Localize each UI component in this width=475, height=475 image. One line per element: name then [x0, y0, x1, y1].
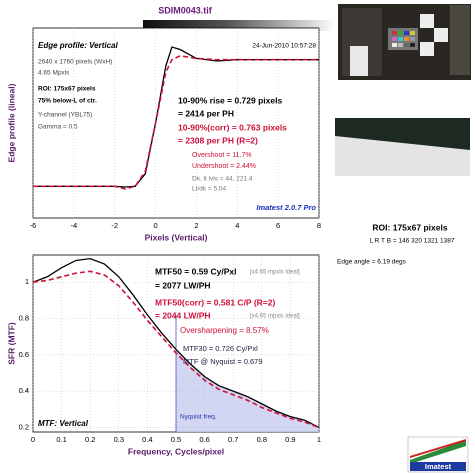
annotation: [x4.65 mpxls ideal]: [250, 270, 300, 276]
annotation: 10-90% rise = 0.729 pixels: [178, 95, 282, 105]
y-tick-label: 0.8: [19, 314, 29, 323]
y-axis-label: Edge profile (lineal): [6, 83, 16, 162]
y-tick-label: 0.6: [19, 350, 29, 359]
annotation: MTF50(corr) = 0.581 C/P (R=2): [155, 297, 275, 307]
y-tick-label: 0.2: [19, 422, 29, 431]
annotation: Gamma = 0.5: [38, 124, 78, 131]
logo-text: Imatest: [425, 462, 452, 471]
chart-title: Edge profile: Vertical: [38, 41, 119, 50]
gray-strip: [143, 20, 333, 31]
roi-label: ROI: 175x67 pixels: [372, 222, 447, 232]
x-tick-label: 0.7: [228, 435, 238, 444]
x-tick-label: 0.3: [114, 435, 124, 444]
x-tick-label: -6: [30, 221, 37, 230]
y-tick-label: 0.4: [19, 386, 29, 395]
annotation: [x4.65 mpxls ideal]: [250, 314, 300, 320]
annotation: MTF @ Nyquist = 0.679: [183, 357, 263, 366]
x-tick-label: 1: [317, 435, 321, 444]
x-tick-label: 0.8: [257, 435, 267, 444]
annotation: Y-channel (YBL75): [38, 112, 92, 119]
x-axis-label: Pixels (Vertical): [145, 232, 208, 242]
x-tick-label: 0.4: [142, 435, 152, 444]
annotation: 10-90%(corr) = 0.763 pixels: [178, 122, 287, 132]
data-line: [32, 257, 320, 429]
x-tick-label: 0: [31, 435, 35, 444]
annotation: Lt/dk = 5.04: [192, 186, 227, 193]
x-tick-label: 0.2: [85, 435, 95, 444]
annotation: ROI: 175x67 pixels: [38, 86, 96, 93]
nyquist-shade: [176, 349, 319, 432]
imatest-logo: Imatest: [407, 436, 469, 473]
x-tick-label: 0.9: [285, 435, 295, 444]
annotation: 2640 x 1760 pixels (WxH): [38, 59, 112, 66]
photo-thumbnail: [338, 4, 471, 80]
x-tick-label: 0.5: [171, 435, 181, 444]
annotation: = 2308 per PH (R=2): [178, 135, 258, 145]
file-title: SDIM0043.tif: [158, 5, 213, 15]
data-line: [32, 270, 320, 429]
chart: 0 0.1 0.2 0.3 0.4 0.5 0.6 0.7 0.8 0.9 1 0.2 0.4 0.6 0.…: [6, 254, 321, 456]
x-tick-label: 8: [317, 221, 321, 230]
annotation: Imatest 2.0.7 Pro: [256, 203, 316, 212]
x-tick-label: 4: [235, 221, 239, 230]
x-tick-label: -4: [71, 221, 78, 230]
data-line: [33, 55, 319, 190]
annotation: = 2044 LW/PH: [155, 310, 211, 320]
x-tick-label: 6: [276, 221, 280, 230]
annotation: Oversharpening = 8.57%: [180, 326, 269, 335]
data-line: [33, 46, 319, 188]
annotation: = 2077 LW/PH: [155, 280, 211, 290]
x-tick-label: 0: [153, 221, 157, 230]
annotation: Overshoot = 11.7%: [192, 152, 252, 159]
annotation: Undershoot = 2.44%: [192, 163, 256, 170]
annotation: Nyquist freq.: [180, 414, 217, 421]
annotation: Dk, lt lvls = 44, 221.4: [192, 176, 253, 183]
annotation: MTF30 = 0.726 Cy/Pxl: [183, 344, 258, 353]
annotation: 75% below-L of ctr.: [38, 98, 97, 105]
annotation: 24-Jun-2010 10:57:28: [252, 43, 316, 50]
x-axis-label: Frequency, Cycles/pixel: [128, 446, 224, 456]
annotation: 4.65 Mpxls: [38, 70, 70, 77]
y-tick-label: 1: [25, 277, 29, 286]
x-tick-label: 0.1: [56, 435, 66, 444]
chart: -6 -4 -2 0 2 4 6 8 Pixels (Vertical) Edge profile…: [6, 27, 321, 242]
y-axis-label: SFR (MTF): [6, 322, 16, 365]
annotation: = 2414 per PH: [178, 108, 234, 118]
lrtb-label: L R T B = 146 320 1321 1387: [370, 238, 455, 245]
x-tick-label: 0.6: [199, 435, 209, 444]
x-tick-label: -2: [111, 221, 118, 230]
chart-title: MTF: Vertical: [38, 419, 89, 428]
annotation: MTF50 = 0.59 Cy/Pxl: [155, 266, 237, 276]
x-tick-label: 2: [194, 221, 198, 230]
edge-crop: [335, 118, 470, 176]
edge-angle-label: Edge angle = 6.19 degs: [337, 259, 407, 266]
